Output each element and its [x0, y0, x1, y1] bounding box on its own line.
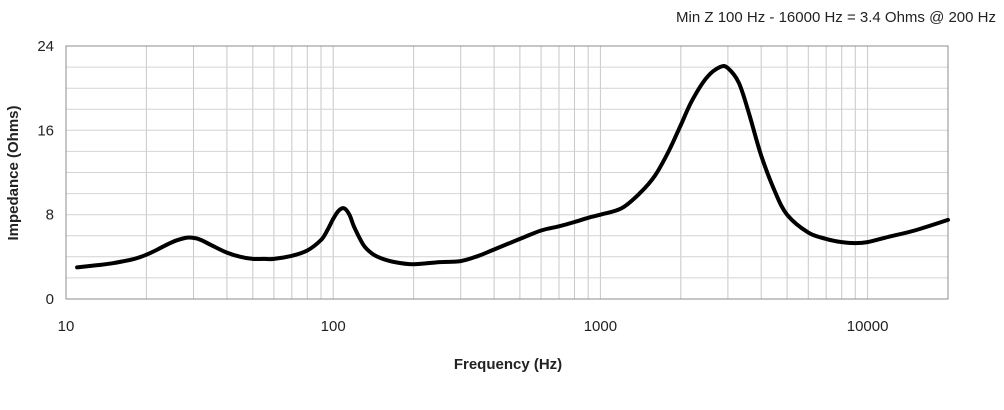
x-tick-label: 10 — [58, 318, 75, 335]
chart-annotation: Min Z 100 Hz - 16000 Hz = 3.4 Ohms @ 200… — [676, 9, 996, 26]
y-axis-title: Impedance (Ohms) — [5, 105, 22, 240]
x-tick-label: 100 — [321, 318, 346, 335]
x-tick-label: 10000 — [847, 318, 889, 335]
impedance-curve — [75, 64, 950, 270]
y-tick-labels: 0 8 16 24 — [37, 38, 54, 308]
plot-frame — [65, 45, 949, 300]
y-tick-label: 24 — [37, 38, 54, 55]
y-gridlines — [66, 66, 948, 279]
x-tick-label: 1000 — [584, 318, 617, 335]
y-tick-label: 0 — [46, 291, 54, 308]
x-axis-title: Frequency (Hz) — [454, 356, 562, 373]
x-tick-labels: 10 100 1000 10000 — [58, 318, 889, 335]
y-tick-label: 16 — [37, 122, 54, 139]
y-tick-label: 8 — [46, 207, 54, 224]
